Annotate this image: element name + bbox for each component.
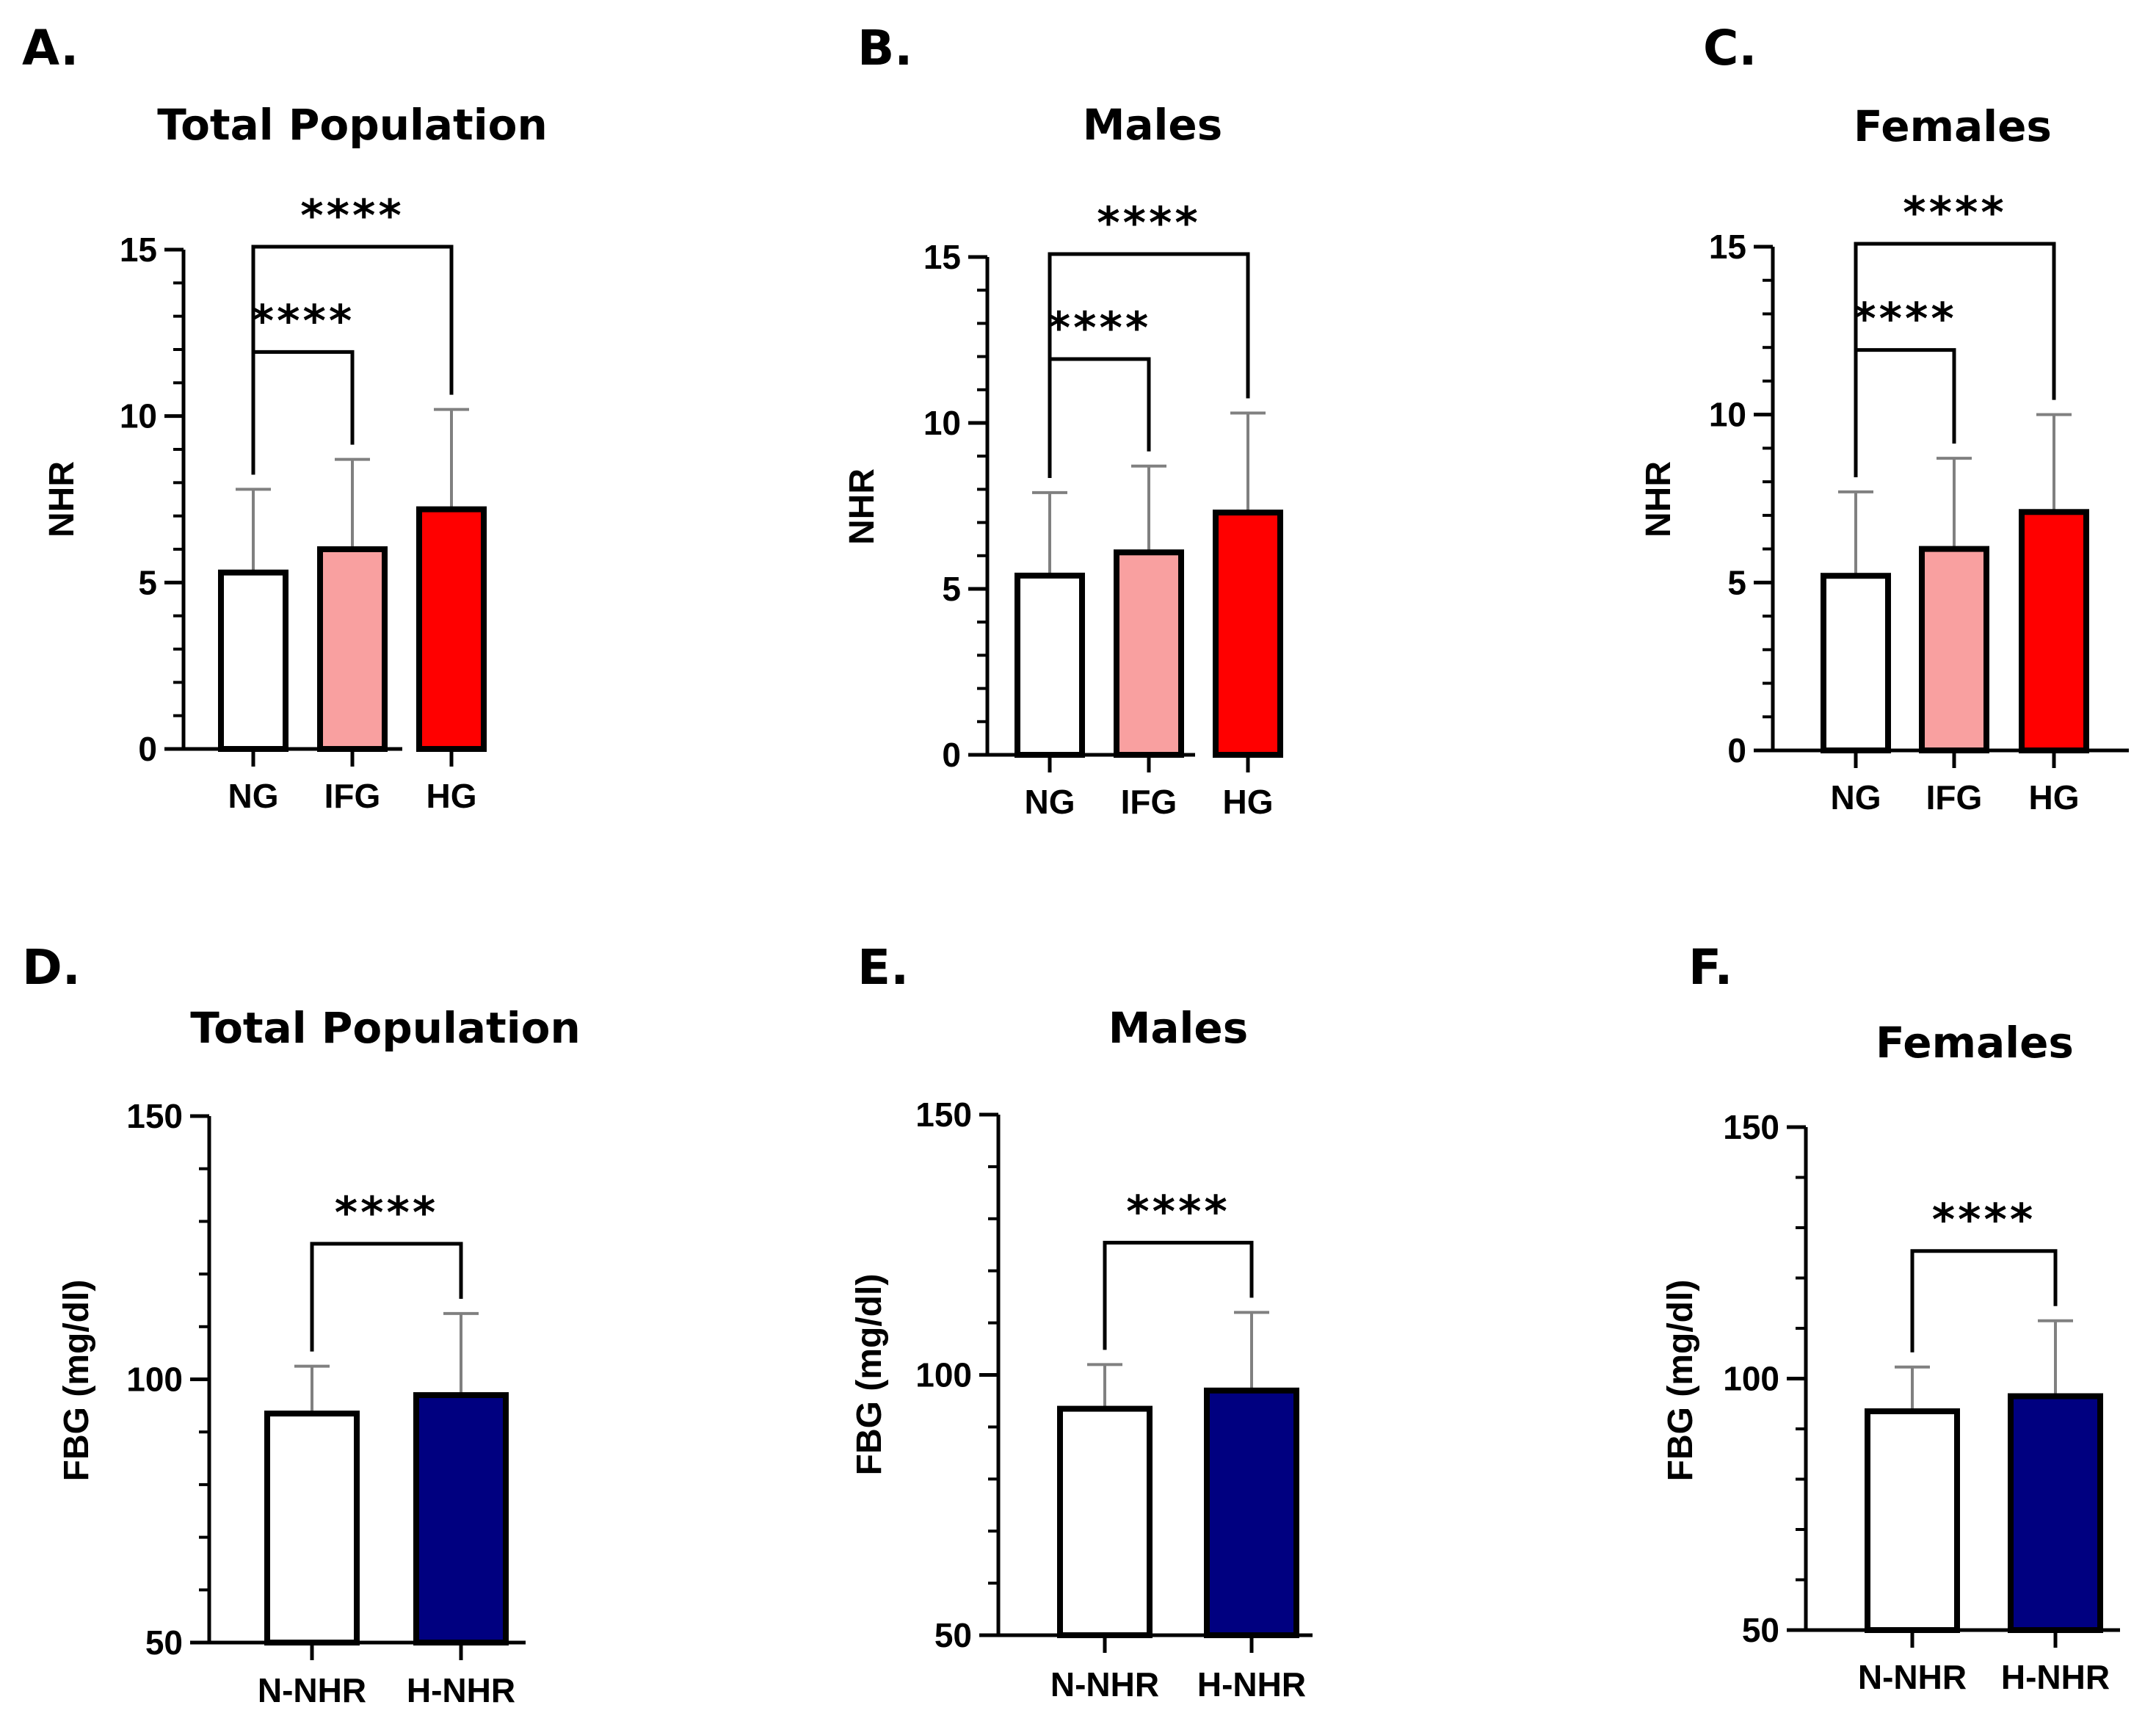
y-tick-label: 10 [923,404,961,442]
bar-hg [1213,510,1283,758]
significance-bracket [251,350,355,475]
panel-title: Males [1108,1003,1249,1053]
panel-letter: D. [22,939,81,996]
panel-f: F. Females FBG (mg/dl) 50 100 150 N-NHR H-NHR **… [1661,939,2120,1696]
significance-label: **** [1932,1195,2036,1246]
y-tick-label: 5 [1727,563,1746,601]
y-tick-label: 100 [126,1361,183,1399]
x-tick-label: HG [1223,783,1274,821]
y-axis-label: FBG (mg/dl) [850,1274,889,1476]
bar-ng [1015,572,1085,758]
y-tick-label: 15 [120,231,157,269]
panel-a: A. Total Population NHR 0 5 10 15 NG IFG HG **** **… [22,20,548,815]
x-tick-label: NG [1831,778,1881,817]
panel-letter: F. [1688,939,1732,996]
y-axis-label: FBG (mg/dl) [57,1280,96,1482]
x-tick-label: H-NHR [2001,1658,2110,1696]
panel-letter: C. [1703,20,1757,76]
panel-letter: E. [857,939,909,996]
significance-bracket [1048,252,1250,478]
panel-title: Males [1083,100,1223,150]
y-tick-label: 150 [126,1097,183,1135]
bar-ifg [1114,549,1184,758]
x-tick-label: H-NHR [407,1671,515,1709]
bar-ng [218,569,288,752]
x-tick-label: N-NHR [1858,1658,1967,1696]
y-tick-label: 150 [1723,1108,1779,1146]
significance-label: **** [1126,1186,1230,1237]
y-axis-label: NHR [1639,461,1678,537]
panel-title: Total Population [157,100,548,150]
bar-h-nhr [1204,1387,1299,1639]
panel-c: C. Females NHR 0 5 10 15 NG IFG HG **** **** [1639,20,2129,817]
x-tick-label: NG [1025,783,1075,821]
significance-bracket [251,245,454,475]
panel-title: Females [1876,1018,2074,1068]
y-tick-label: 15 [923,238,961,276]
y-axis-label: NHR [843,468,882,545]
x-tick-label: HG [427,777,477,815]
panel-title: Total Population [190,1003,581,1053]
x-tick-label: IFG [324,777,381,815]
panel-letter: A. [22,20,79,76]
y-tick-label: 100 [1723,1360,1779,1398]
x-tick-label: IFG [1926,778,1983,817]
bar-ng [1821,573,1891,753]
y-tick-label: 100 [915,1356,972,1394]
significance-label: **** [300,190,404,242]
bar-n-nhr [1865,1408,1960,1634]
y-tick-label: 150 [915,1096,972,1134]
y-tick-label: 0 [138,730,157,768]
y-axis-label: NHR [43,461,81,537]
y-tick-label: 50 [1742,1611,1779,1649]
panel-letter: B. [857,20,912,76]
bar-n-nhr [1057,1405,1153,1638]
significance-bracket [1048,357,1151,478]
panel-d: D. Total Population FBG (mg/dl) 50 100 150 N-N… [22,939,581,1709]
y-tick-label: 5 [942,570,961,608]
significance-label: **** [1097,198,1201,249]
x-tick-label: HG [2029,778,2080,817]
x-tick-label: IFG [1121,783,1177,821]
significance-label: **** [1048,303,1152,354]
x-tick-label: N-NHR [258,1671,366,1709]
y-tick-label: 50 [934,1616,972,1654]
bar-hg [416,506,487,752]
y-axis-label: FBG (mg/dl) [1661,1280,1700,1482]
significance-bracket [310,1242,463,1352]
significance-bracket [1854,242,2056,477]
y-tick-label: 15 [1709,228,1746,266]
x-tick-label: N-NHR [1050,1665,1159,1704]
bar-hg [2019,509,2089,753]
bar-h-nhr [2008,1393,2103,1633]
significance-label: **** [335,1187,439,1239]
significance-label: **** [251,295,355,347]
panel-e: E. Males FBG (mg/dl) 50 100 150 N-NHR H-NHR **** [850,939,1313,1704]
panel-title: Females [1854,101,2052,151]
y-tick-label: 10 [1709,396,1746,434]
bar-h-nhr [413,1392,509,1645]
x-tick-label: NG [228,777,279,815]
significance-bracket [1910,1249,2058,1353]
panel-b: B. Males NHR 0 5 10 15 NG IFG HG **** **** [843,20,1283,821]
y-tick-label: 0 [942,736,961,774]
bar-n-nhr [264,1411,360,1645]
bar-ifg [317,546,388,752]
significance-label: **** [1903,187,2007,239]
x-tick-label: H-NHR [1197,1665,1306,1704]
significance-label: **** [1853,294,1957,345]
y-tick-label: 5 [138,563,157,601]
y-tick-label: 50 [145,1623,183,1662]
bar-ifg [1919,546,1989,753]
y-tick-label: 0 [1727,731,1746,770]
significance-bracket [1103,1240,1254,1350]
y-tick-label: 10 [120,397,157,435]
